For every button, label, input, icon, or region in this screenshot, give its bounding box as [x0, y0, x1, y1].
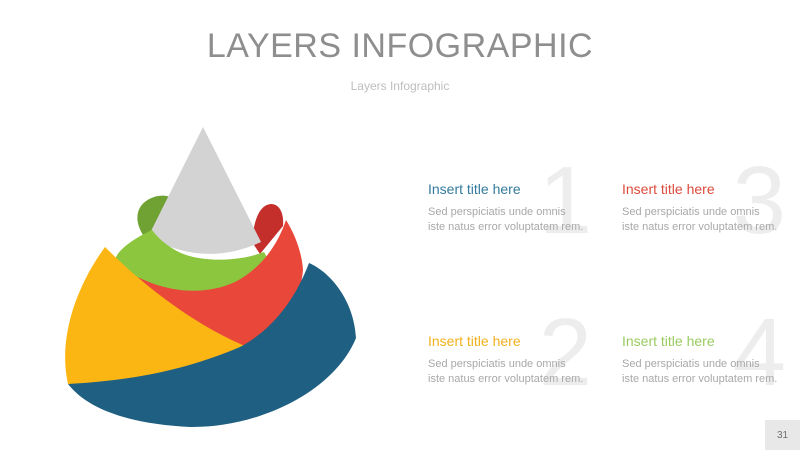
page-title: LAYERS INFOGRAPHIC: [206, 27, 594, 65]
page-subtitle: Layers Infographic: [350, 79, 450, 93]
info-block-4: 4 Insert title here Sed perspiciatis und…: [622, 305, 788, 458]
cone-layer-yellow: [65, 247, 253, 398]
block-title-2: Insert title here: [428, 333, 521, 349]
block-body-2: Sed perspiciatis unde omnis iste natus er…: [428, 358, 584, 385]
ghost-number-4: 4: [732, 299, 786, 406]
info-block-1: 1 Insert title here Sed perspiciatis und…: [428, 153, 594, 306]
page-number-badge: 31: [765, 420, 800, 450]
ghost-number-2: 2: [538, 299, 592, 406]
info-block-3: 3 Insert title here Sed perspiciatis und…: [622, 153, 788, 306]
block-title-4: Insert title here: [622, 333, 715, 349]
info-block-2: 2 Insert title here Sed perspiciatis und…: [428, 305, 594, 458]
ghost-number-1: 1: [538, 147, 592, 254]
block-title-1: Insert title here: [428, 181, 521, 197]
cone-layer-blue: [68, 263, 356, 428]
cone-tip-gray: [148, 127, 261, 254]
cone-svg: [65, 127, 356, 428]
ghost-number-3: 3: [732, 147, 786, 254]
page-number: 31: [776, 429, 789, 441]
block-title-3: Insert title here: [622, 181, 715, 197]
cone-layer-green: [114, 230, 271, 301]
block-body-3: Sed perspiciatis unde omnis iste natus er…: [622, 206, 778, 233]
block-body-1: Sed perspiciatis unde omnis iste natus er…: [428, 206, 584, 233]
block-body-4: Sed perspiciatis unde omnis iste natus er…: [622, 358, 778, 385]
layered-cone-graphic: [0, 0, 400, 450]
